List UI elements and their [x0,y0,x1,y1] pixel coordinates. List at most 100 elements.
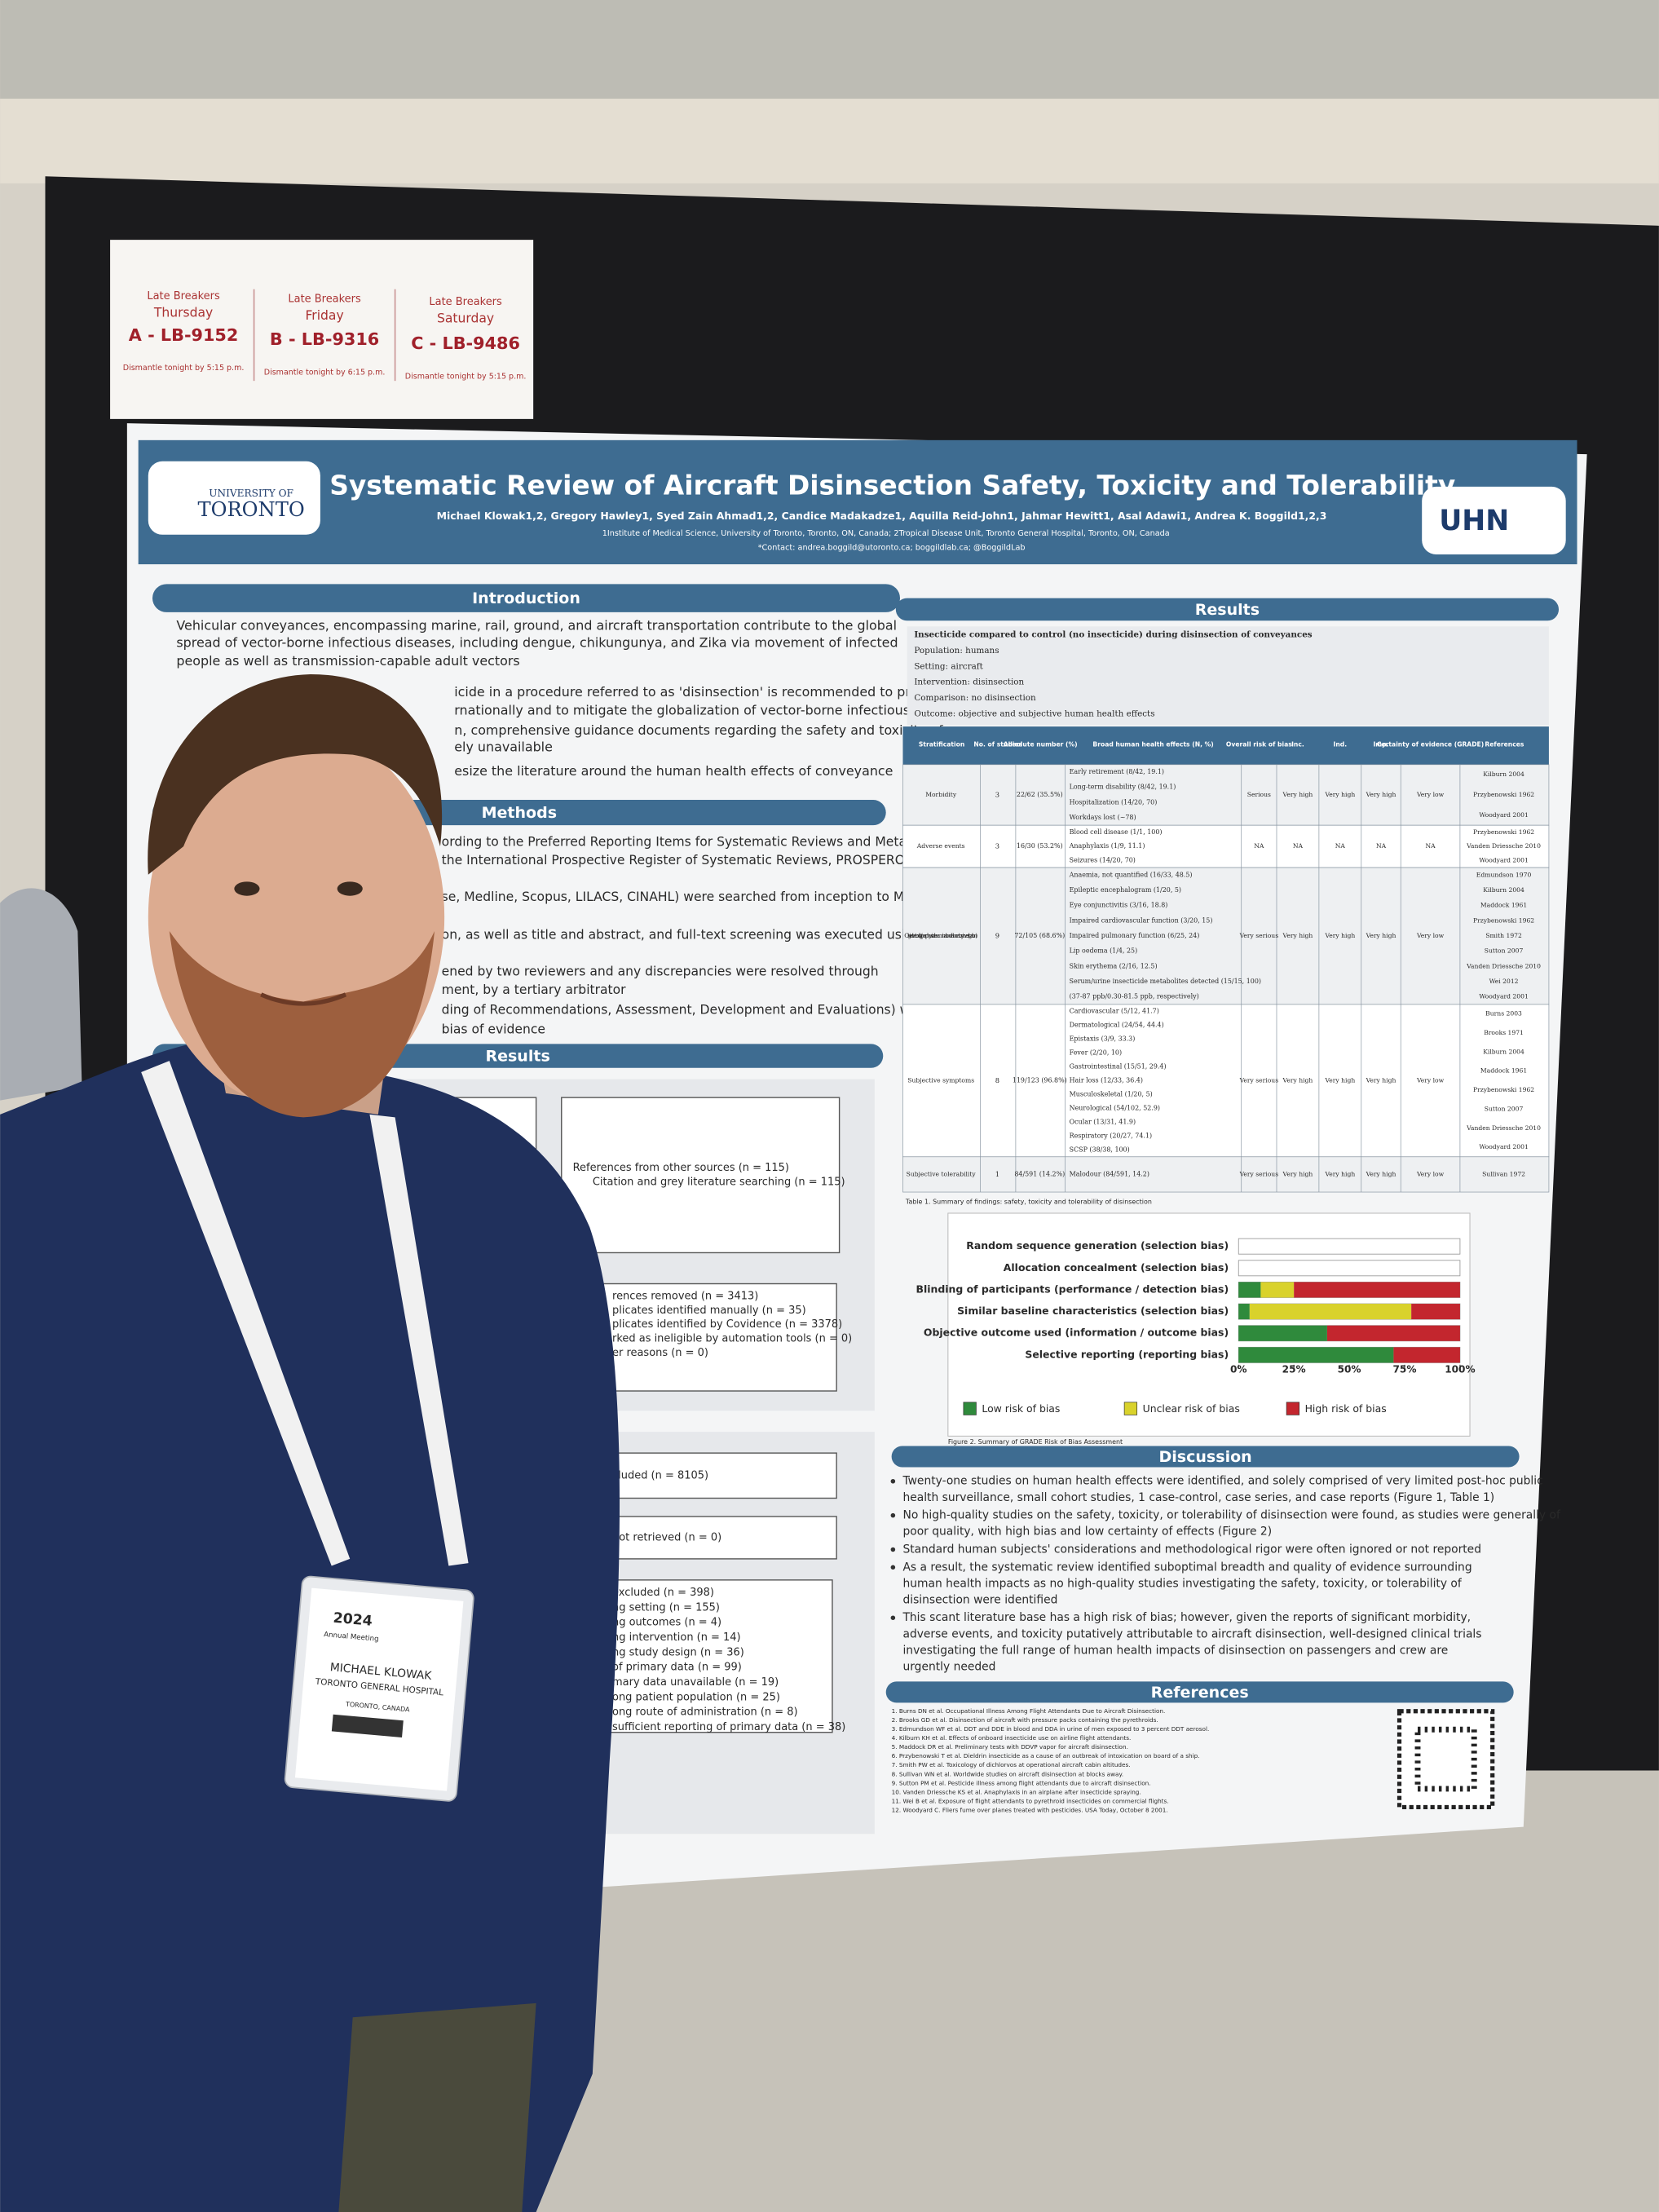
reference: 2. Brooks GD et al. Disinsection of airc… [892,1716,1158,1724]
bar-segment [1294,1282,1460,1298]
table-header: Certainty of evidence (GRADE) [1377,741,1484,748]
text: Friday [305,308,343,323]
x-tick-label: 25% [1282,1364,1306,1375]
flow-text: mary data unavailable (n = 19) [612,1676,779,1689]
section-title: Discussion [1159,1448,1252,1466]
cell: Woodyard 2001 [1479,1143,1528,1150]
text: C - LB-9486 [411,333,520,353]
beard [169,930,435,1118]
table-header: Broad human health effects (N, %) [1092,741,1213,748]
section-title: Methods [482,804,557,822]
text: Dismantle tonight by 5:15 p.m. [123,364,245,373]
text: Thursday [153,306,213,320]
reference: 12. Woodyard C. Fliers fume over planes … [892,1807,1168,1814]
sign-card [110,240,534,419]
table-header: Stratification [919,741,964,748]
cell: Gastrointestinal (15/51, 29.4) [1070,1062,1167,1070]
cell: Woodyard 2001 [1479,856,1528,863]
body-text: No high-quality studies on the safety, t… [902,1509,1560,1522]
bullet [890,1615,896,1620]
reference: 6. Przybenowski T et al. Dieldrin insect… [892,1752,1200,1759]
legend-label: Unclear risk of bias [1143,1402,1240,1415]
cell: Very serious [1239,1076,1279,1084]
cell: 22/62 (35.5%) [1017,791,1063,798]
cell: Very low [1416,932,1445,939]
cell: Impaired pulmonary function (6/25, 24) [1070,932,1200,939]
cell: Przybenowski 1962 [1473,1086,1534,1093]
cell: NA [1335,842,1346,850]
body-text: adverse events, and toxicity putatively … [902,1627,1481,1640]
section-header [152,584,901,612]
cell: Kilburn 2004 [1483,886,1524,894]
body-text: human health impacts as no high-quality … [902,1577,1462,1590]
legend-label: High risk of bias [1305,1402,1387,1415]
text: Dismantle tonight by 6:15 p.m. [264,368,386,377]
cell: Impaired cardiovascular function (3/20, … [1070,916,1213,924]
cell: Long-term disability (8/42, 19.1) [1070,784,1176,791]
summary-text: Setting: aircraft [914,661,983,671]
section-header [891,1446,1520,1468]
cell: SCSP (38/38, 100) [1070,1146,1130,1153]
cell: 119/123 (96.8%) [1013,1076,1067,1084]
table-header: No. of studies [973,741,1022,748]
cell: Seizures (14/20, 70) [1070,856,1136,863]
table-header: References [1485,741,1524,748]
text: UNIVERSITY OF [209,488,293,499]
cell: Dermatological (24/54, 44.4) [1070,1021,1164,1028]
cell: Hospitalization (14/20, 70) [1070,798,1158,806]
cell: Smith 1972 [1485,932,1522,939]
uoft-logo [148,461,320,535]
flow-text: er reasons (n = 0) [612,1347,708,1359]
poster-title: A Systematic Review of Aircraft Disinsec… [299,469,1455,501]
cell: Very high [1282,1170,1313,1177]
cell: Blood cell disease (1/1, 100) [1070,828,1163,836]
flow-text: ng study design (n = 36) [612,1646,744,1658]
body-text: esize the literature around the human he… [454,763,893,779]
reference: 11. Wei B et al. Exposure of flight atte… [892,1798,1169,1805]
cell: Eye conjunctivitis (3/16, 18.8) [1070,902,1168,909]
cell: Serious [1247,791,1271,798]
smile [260,992,347,1006]
bar-segment [1238,1304,1250,1320]
category-label: Allocation concealment (selection bias) [1004,1261,1229,1274]
body-text: spread of vector-borne infectious diseas… [176,634,898,650]
flow-text: ng outcomes (n = 4) [612,1617,721,1629]
text: A - LB-9152 [129,325,239,345]
bullet [890,1478,896,1484]
cell: Very high [1366,1170,1396,1177]
text: Saturday [437,311,494,326]
reference: 8. Sullivan WN et al. Worldwide studies … [892,1770,1123,1777]
sign: Late Breakers Thursday A - LB-9152 Dismantl… [123,289,526,381]
barcode [331,1714,404,1737]
category-label: Random sequence generation (selection bi… [966,1239,1229,1252]
cell: 1 [995,1170,999,1178]
summary-text: Insecticide compared to control (no inse… [914,630,1312,640]
summary-text: Population: humans [914,646,999,656]
section-header [885,1681,1514,1703]
legend-swatch [963,1402,977,1415]
cell: 3 [995,790,999,798]
flow-box [592,1516,837,1560]
affiliation: 1Institute of Medical Science, Universit… [602,529,1170,538]
cell: Anaemia, not quantified (16/33, 48.5) [1069,871,1193,878]
table-row [902,1004,1550,1158]
body-text: ened by two reviewers and any discrepanc… [442,965,879,979]
section-header [895,598,1560,621]
cell: Early retirement (8/42, 19.1) [1070,768,1164,775]
eye [234,881,260,896]
body-text: on, as well as title and abstract, and f… [442,928,921,943]
flow-text: excluded (n = 398) [612,1587,714,1599]
cell: Subjective tolerability [907,1170,977,1177]
body-text: the International Prospective Register o… [442,853,905,868]
hair [148,674,443,875]
cell: Very high [1282,932,1313,939]
summary-text: Comparison: no disinsection [914,693,1036,703]
cell: NA [1425,842,1436,850]
cell: NA [1254,842,1264,850]
table-header: Imp. [1373,741,1388,748]
cell: Kilburn 2004 [1483,1048,1524,1055]
cell: Very high [1282,791,1313,798]
body-text: rnationally and to mitigate the globaliz… [454,703,970,718]
body-text: health surveillance, small cohort studie… [902,1491,1494,1504]
body-text: poor quality, with high bias and low cer… [902,1525,1272,1539]
